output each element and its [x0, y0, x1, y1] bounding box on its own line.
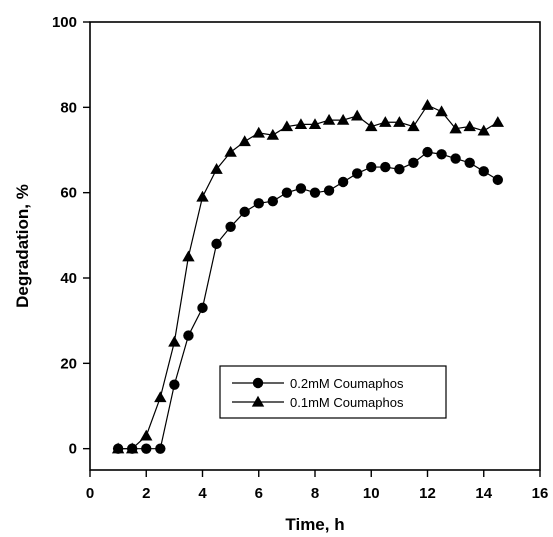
circle-marker — [295, 183, 307, 194]
x-tick-label: 6 — [255, 485, 263, 502]
circle-marker — [281, 187, 293, 198]
circle-marker — [155, 443, 166, 454]
y-tick-label: 80 — [60, 99, 77, 116]
circle-marker — [337, 176, 349, 188]
triangle-marker — [421, 99, 434, 110]
circle-marker — [309, 187, 321, 198]
circle-marker — [366, 161, 377, 173]
x-tick-label: 0 — [86, 485, 94, 502]
axis-ticks — [83, 21, 541, 477]
x-tick-label: 8 — [311, 485, 319, 502]
circle-marker — [197, 302, 208, 314]
legend-triangle-marker — [251, 395, 265, 407]
triangle-marker — [407, 120, 420, 132]
triangle-marker — [365, 120, 378, 132]
triangle-marker — [154, 391, 167, 403]
series-layer — [111, 99, 505, 454]
triangle-marker — [224, 145, 237, 157]
circle-marker — [394, 164, 405, 175]
circle-marker — [351, 168, 363, 179]
circle-marker — [267, 196, 279, 207]
triangle-marker — [182, 250, 195, 262]
x-axis-title: Time, h — [285, 515, 344, 534]
circle-marker — [183, 330, 194, 341]
triangle-marker — [435, 105, 448, 117]
series-line — [118, 104, 499, 450]
x-tick-label: 10 — [363, 485, 380, 502]
triangle-marker — [125, 442, 139, 454]
circle-marker — [211, 238, 222, 250]
circle-marker — [408, 157, 419, 168]
legend-label: 0.2mM Coumaphos — [290, 376, 404, 391]
circle-marker — [380, 161, 391, 173]
circle-marker — [225, 221, 236, 232]
x-tick-label: 16 — [532, 485, 549, 502]
y-tick-label: 40 — [60, 270, 77, 287]
triangle-marker — [350, 109, 364, 121]
legend-circle-marker — [252, 377, 264, 389]
y-tick-label: 100 — [52, 14, 77, 31]
x-tick-label: 4 — [198, 485, 207, 502]
legend: 0.2mM Coumaphos 0.1mM Coumaphos — [219, 365, 447, 419]
x-tick-label: 12 — [419, 485, 436, 502]
circle-marker — [239, 206, 250, 218]
triangle-marker — [266, 128, 280, 140]
x-tick-label: 2 — [142, 485, 150, 502]
circle-marker — [450, 153, 461, 164]
x-tick-label: 14 — [475, 485, 492, 502]
triangle-marker — [379, 116, 392, 127]
circle-marker — [464, 157, 475, 168]
circle-marker — [492, 174, 504, 186]
triangle-marker — [477, 124, 490, 136]
circle-marker — [422, 146, 433, 158]
triangle-marker — [449, 122, 462, 134]
series-1 — [112, 146, 504, 454]
circle-marker — [169, 379, 180, 390]
triangle-marker — [336, 113, 350, 125]
triangle-marker — [322, 113, 336, 125]
circle-marker — [253, 198, 264, 209]
triangle-marker — [168, 335, 181, 347]
triangle-marker — [393, 116, 406, 127]
triangle-marker — [463, 120, 476, 132]
y-tick-label: 20 — [60, 355, 77, 372]
triangle-marker — [111, 442, 125, 454]
legend-label: 0.1mM Coumaphos — [290, 395, 404, 410]
triangle-marker — [280, 120, 294, 132]
triangle-marker — [210, 163, 223, 174]
triangle-marker — [196, 190, 209, 202]
series-line — [118, 151, 499, 450]
triangle-marker — [238, 135, 251, 147]
triangle-marker — [491, 116, 505, 127]
y-tick-label: 60 — [60, 185, 77, 202]
circle-marker — [478, 166, 489, 177]
triangle-marker — [252, 126, 265, 138]
series-2 — [111, 99, 505, 454]
legend-items: 0.2mM Coumaphos 0.1mM Coumaphos — [232, 376, 404, 410]
circle-marker — [141, 443, 152, 454]
y-axis-title: Degradation, % — [13, 184, 32, 308]
circle-marker — [436, 149, 447, 160]
circle-marker — [323, 185, 335, 196]
legend-item-2: 0.1mM Coumaphos — [232, 395, 404, 410]
y-tick-label: 0 — [69, 441, 77, 458]
legend-item-1: 0.2mM Coumaphos — [232, 376, 404, 391]
triangle-marker — [140, 429, 153, 441]
triangle-marker — [308, 118, 322, 130]
triangle-marker — [294, 118, 308, 130]
legend-box — [219, 365, 447, 419]
axis-tick-labels: 0 2 4 6 8 10 12 14 16 0 20 40 60 80 100 — [52, 14, 548, 502]
